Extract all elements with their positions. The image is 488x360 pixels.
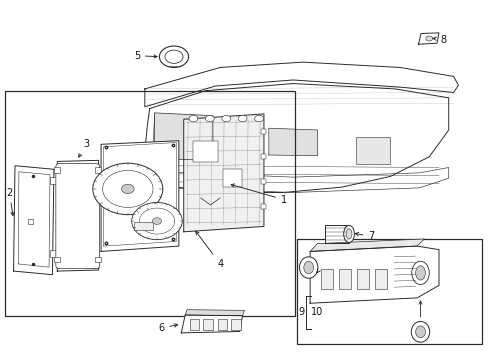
Text: 2: 2: [6, 188, 14, 216]
Bar: [193, 141, 217, 162]
Text: 3: 3: [79, 139, 89, 157]
Circle shape: [238, 115, 246, 122]
Polygon shape: [181, 315, 242, 333]
Circle shape: [93, 163, 163, 215]
Text: 1: 1: [231, 184, 286, 204]
Bar: [54, 257, 60, 262]
Circle shape: [131, 203, 182, 240]
Bar: [5, 91, 294, 316]
Text: 6: 6: [158, 323, 177, 333]
Ellipse shape: [303, 261, 313, 274]
Circle shape: [222, 115, 230, 122]
Bar: [50, 250, 56, 257]
Circle shape: [189, 115, 198, 122]
Text: 8: 8: [432, 35, 446, 45]
Text: 5: 5: [133, 51, 157, 61]
Bar: [95, 167, 101, 173]
Polygon shape: [324, 225, 348, 243]
Polygon shape: [183, 114, 264, 232]
Circle shape: [121, 184, 134, 194]
Ellipse shape: [346, 229, 351, 239]
Ellipse shape: [411, 261, 428, 284]
Bar: [261, 154, 265, 158]
Bar: [261, 129, 265, 134]
Bar: [357, 269, 369, 289]
Bar: [133, 222, 153, 230]
Polygon shape: [268, 128, 317, 156]
Circle shape: [164, 50, 183, 63]
Bar: [356, 137, 389, 164]
Ellipse shape: [299, 257, 317, 278]
Bar: [296, 239, 481, 344]
Polygon shape: [144, 62, 458, 107]
Polygon shape: [101, 141, 179, 251]
Bar: [50, 177, 56, 184]
Circle shape: [425, 36, 432, 41]
Text: 4: 4: [195, 231, 223, 269]
Bar: [374, 269, 386, 289]
Circle shape: [254, 115, 263, 122]
Ellipse shape: [410, 321, 429, 342]
FancyBboxPatch shape: [56, 163, 100, 269]
Text: 9: 9: [297, 307, 304, 317]
Polygon shape: [14, 166, 54, 275]
Bar: [230, 319, 240, 330]
Polygon shape: [418, 33, 438, 44]
Bar: [95, 257, 101, 262]
Text: 10: 10: [310, 307, 323, 317]
Polygon shape: [309, 239, 424, 251]
Bar: [203, 319, 212, 330]
Bar: [321, 269, 333, 289]
Bar: [222, 169, 242, 187]
Circle shape: [152, 218, 161, 224]
Text: 7: 7: [354, 231, 374, 242]
Bar: [54, 167, 60, 173]
Circle shape: [102, 170, 153, 207]
Polygon shape: [57, 160, 99, 271]
Circle shape: [159, 46, 188, 67]
Bar: [261, 204, 265, 208]
Bar: [217, 319, 227, 330]
Bar: [261, 179, 265, 184]
Ellipse shape: [343, 225, 354, 243]
Polygon shape: [185, 310, 244, 316]
Circle shape: [139, 208, 174, 234]
Ellipse shape: [415, 266, 425, 280]
Circle shape: [205, 115, 214, 122]
Polygon shape: [154, 113, 212, 160]
Bar: [339, 269, 351, 289]
Bar: [189, 319, 199, 330]
Bar: [28, 219, 32, 224]
Ellipse shape: [415, 326, 425, 338]
Polygon shape: [309, 246, 438, 303]
Polygon shape: [144, 84, 448, 193]
